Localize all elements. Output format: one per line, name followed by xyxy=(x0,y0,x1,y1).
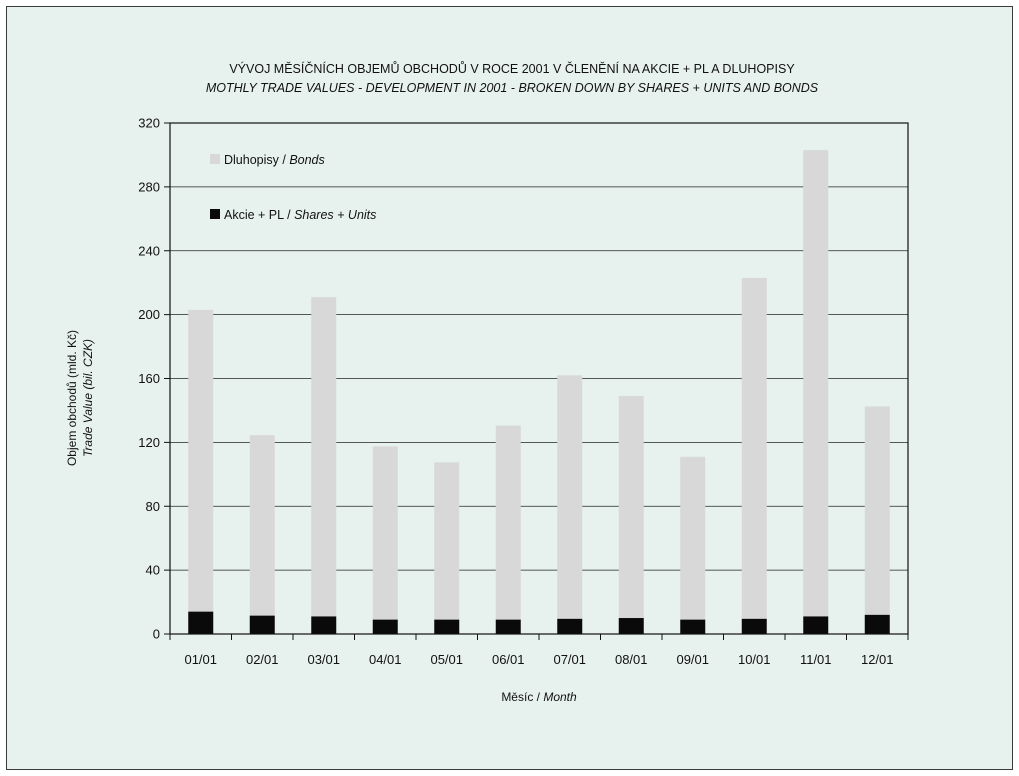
x-axis-ticks: 01/01 02/01 03/01 04/01 05/01 06/01 07/01 08/01… xyxy=(170,634,908,667)
bar-bonds xyxy=(188,310,213,612)
legend-swatch-shares xyxy=(210,209,220,219)
x-tick-label: 10/01 xyxy=(738,652,771,667)
legend-label-shares: Akcie + PL / Shares + Units xyxy=(224,208,376,222)
legend-swatch-bonds xyxy=(210,154,220,164)
x-tick-label: 07/01 xyxy=(553,652,586,667)
bar-shares-units xyxy=(557,619,582,634)
bar-bonds xyxy=(619,396,644,618)
bar-bonds xyxy=(496,426,521,620)
bar-shares-units xyxy=(742,619,767,634)
y-axis-label-english: Trade Value (bil. CZK) xyxy=(81,339,95,457)
bar-shares-units xyxy=(865,615,890,634)
x-tick-label: 06/01 xyxy=(492,652,525,667)
bar-bonds xyxy=(250,435,275,615)
y-tick-label: 280 xyxy=(138,179,160,194)
x-tick-label: 01/01 xyxy=(184,652,217,667)
legend-label-shares-plain: Akcie + PL / xyxy=(224,208,294,222)
bar-shares-units xyxy=(250,616,275,634)
bar-bonds xyxy=(680,457,705,620)
y-axis-ticks: 0 40 80 120 160 200 240 280 320 xyxy=(138,116,170,642)
y-tick-label: 0 xyxy=(153,627,160,642)
legend-label-bonds-italic: Bonds xyxy=(289,153,324,167)
y-axis-label-czech: Objem obchodů (mld. Kč) xyxy=(65,330,79,466)
x-axis-label-plain: Měsíc / xyxy=(501,690,543,704)
x-tick-label: 05/01 xyxy=(430,652,463,667)
x-tick-label: 02/01 xyxy=(246,652,279,667)
x-tick-label: 12/01 xyxy=(861,652,894,667)
legend-label-shares-italic: Shares + Units xyxy=(294,208,376,222)
bar-shares-units xyxy=(311,616,336,634)
legend-label-bonds-plain: Dluhopisy / xyxy=(224,153,289,167)
x-tick-label: 04/01 xyxy=(369,652,402,667)
y-tick-label: 120 xyxy=(138,435,160,450)
bar-bonds xyxy=(311,297,336,616)
bar-bonds xyxy=(373,446,398,619)
legend-label-bonds: Dluhopisy / Bonds xyxy=(224,153,325,167)
chart-subtitle: MOTHLY TRADE VALUES - DEVELOPMENT IN 200… xyxy=(206,81,819,95)
bar-bonds xyxy=(557,375,582,619)
bar-bonds xyxy=(803,150,828,616)
bar-shares-units xyxy=(680,620,705,634)
y-tick-label: 200 xyxy=(138,307,160,322)
x-tick-label: 03/01 xyxy=(307,652,340,667)
bar-bonds xyxy=(742,278,767,619)
y-tick-label: 40 xyxy=(146,563,160,578)
legend: Dluhopisy / Bonds Akcie + PL / Shares + … xyxy=(210,153,376,222)
bar-shares-units xyxy=(619,618,644,634)
y-tick-label: 160 xyxy=(138,371,160,386)
y-axis-label: Objem obchodů (mld. Kč) Trade Value (bil… xyxy=(65,330,95,466)
bar-bonds xyxy=(434,462,459,619)
x-tick-label: 11/01 xyxy=(800,652,832,667)
chart-title: VÝVOJ MĚSÍČNÍCH OBJEMŮ OBCHODŮ V ROCE 20… xyxy=(229,61,795,76)
y-tick-label: 240 xyxy=(138,243,160,258)
bar-shares-units xyxy=(496,620,521,634)
x-axis-label: Měsíc / Month xyxy=(501,690,577,704)
x-tick-label: 09/01 xyxy=(676,652,709,667)
y-tick-label: 80 xyxy=(146,499,160,514)
x-axis-label-italic: Month xyxy=(543,690,577,704)
y-tick-label: 320 xyxy=(138,116,160,131)
bar-shares-units xyxy=(803,616,828,634)
bar-shares-units xyxy=(373,620,398,634)
bars xyxy=(188,150,890,634)
bar-shares-units xyxy=(188,612,213,634)
x-tick-label: 08/01 xyxy=(615,652,648,667)
gridlines xyxy=(170,187,908,570)
bar-bonds xyxy=(865,406,890,614)
bar-shares-units xyxy=(434,620,459,634)
